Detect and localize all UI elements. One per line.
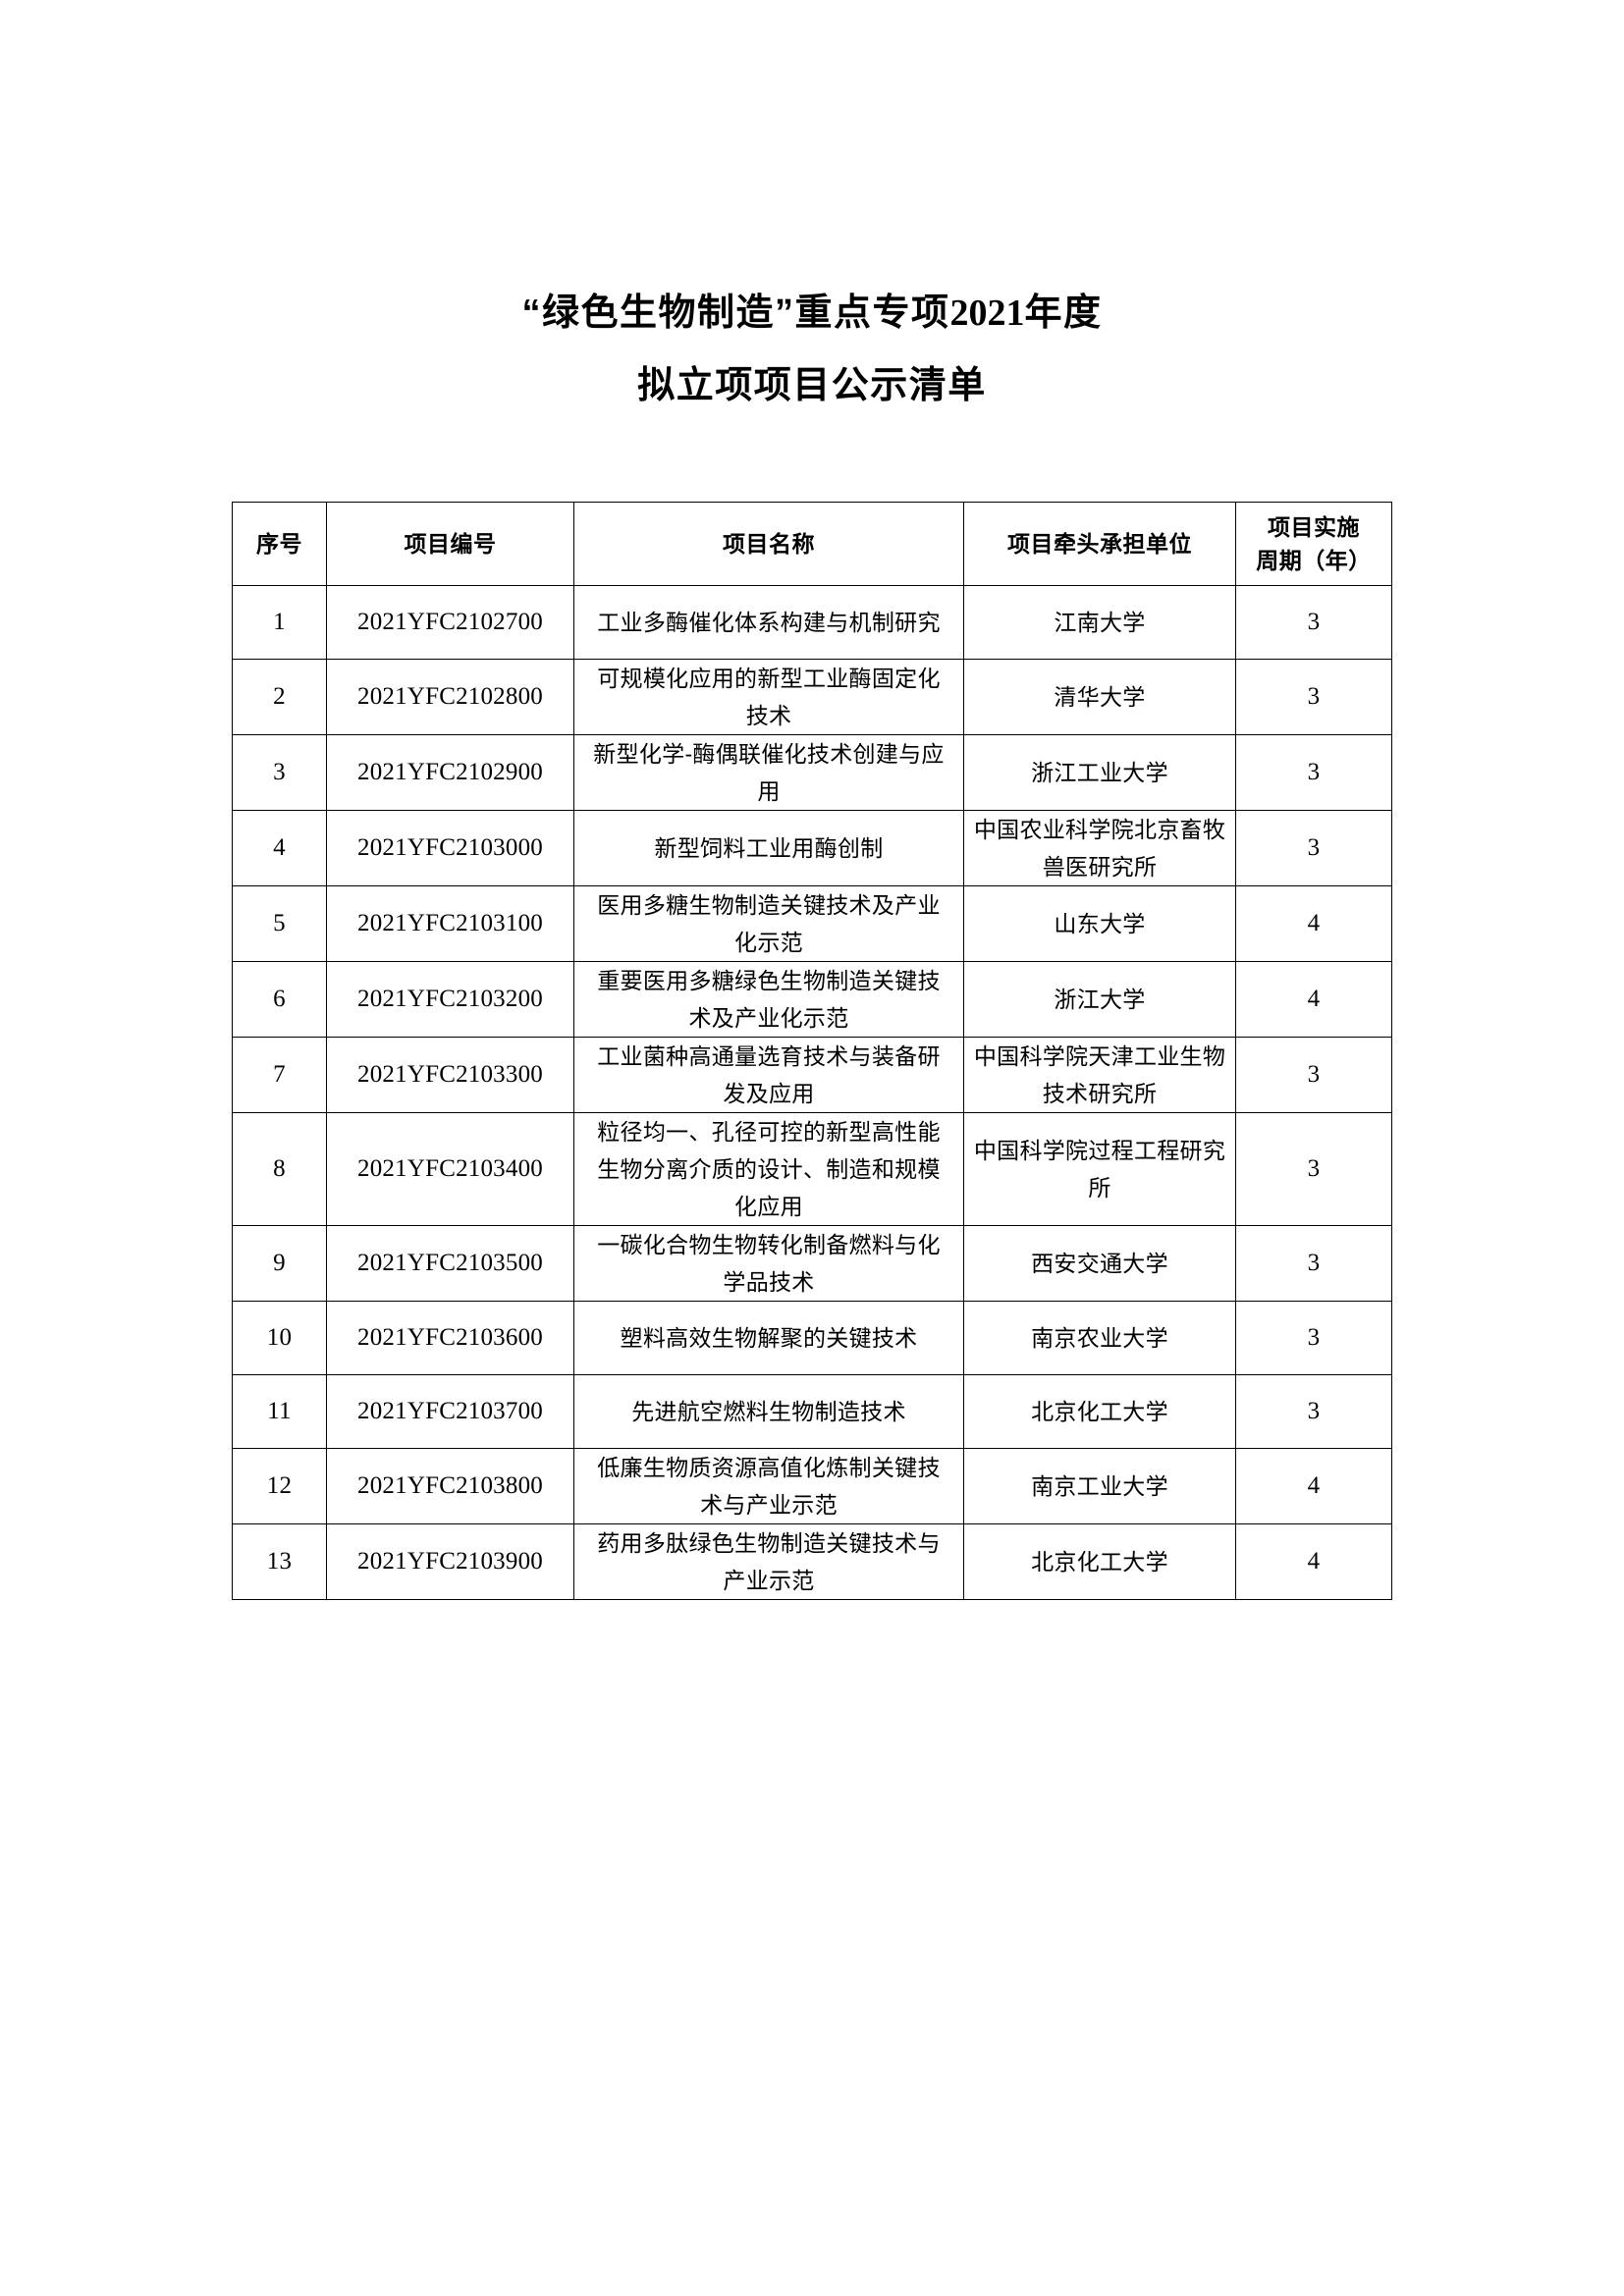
cell-duration: 4 [1235,1448,1392,1524]
column-header-org: 项目牵头承担单位 [963,502,1236,586]
cell-name: 新型化学-酶偶联催化技术创建与应用 [573,734,964,811]
cell-duration: 3 [1235,1225,1392,1302]
cell-duration: 4 [1235,1523,1392,1600]
cell-org: 浙江大学 [963,961,1236,1038]
cell-org: 南京农业大学 [963,1301,1236,1375]
cell-duration: 3 [1235,734,1392,811]
cell-org: 江南大学 [963,585,1236,660]
cell-name: 医用多糖生物制造关键技术及产业化示范 [573,885,964,962]
table-row: 11 2021YFC2103700 先进航空燃料生物制造技术 北京化工大学 3 [232,1374,1392,1449]
cell-code: 2021YFC2103500 [326,1225,574,1302]
title-line-1-year: 2021 [949,293,1025,334]
cell-seq: 10 [232,1301,327,1375]
table-row: 4 2021YFC2103000 新型饲料工业用酶创制 中国农业科学院北京畜牧兽医研究… [232,810,1392,886]
cell-name: 一碳化合物生物转化制备燃料与化学品技术 [573,1225,964,1302]
table-row: 3 2021YFC2102900 新型化学-酶偶联催化技术创建与应用 浙江工业大学 3 [232,734,1392,811]
cell-duration: 3 [1235,659,1392,735]
cell-org: 西安交通大学 [963,1225,1236,1302]
column-header-duration-line1: 项目实施 [1268,514,1360,540]
cell-code: 2021YFC2103700 [326,1374,574,1449]
cell-name: 低廉生物质资源高值化炼制关键技术与产业示范 [573,1448,964,1524]
table-row: 12 2021YFC2103800 低廉生物质资源高值化炼制关键技术与产业示范 南京工… [232,1448,1392,1524]
cell-seq: 11 [232,1374,327,1449]
cell-code: 2021YFC2103300 [326,1037,574,1113]
cell-seq: 12 [232,1448,327,1524]
cell-name: 工业菌种高通量选育技术与装备研发及应用 [573,1037,964,1113]
cell-name: 药用多肽绿色生物制造关键技术与产业示范 [573,1523,964,1600]
table-row: 6 2021YFC2103200 重要医用多糖绿色生物制造关键技术及产业化示范 浙江大… [232,961,1392,1038]
cell-seq: 2 [232,659,327,735]
table-row: 1 2021YFC2102700 工业多酶催化体系构建与机制研究 江南大学 3 [232,585,1392,660]
cell-org: 山东大学 [963,885,1236,962]
cell-duration: 3 [1235,1112,1392,1226]
cell-code: 2021YFC2103200 [326,961,574,1038]
table-row: 10 2021YFC2103600 塑料高效生物解聚的关键技术 南京农业大学 3 [232,1301,1392,1375]
title-line-1-suffix: 年度 [1024,293,1103,334]
table-row: 13 2021YFC2103900 药用多肽绿色生物制造关键技术与产业示范 北京化工大… [232,1523,1392,1600]
cell-seq: 13 [232,1523,327,1600]
cell-org: 中国科学院过程工程研究所 [963,1112,1236,1226]
column-header-duration-line2: 周期（年） [1256,548,1372,573]
cell-seq: 7 [232,1037,327,1113]
cell-org: 浙江工业大学 [963,734,1236,811]
cell-duration: 3 [1235,1374,1392,1449]
cell-name: 粒径均一、孔径可控的新型高性能生物分离介质的设计、制造和规模化应用 [573,1112,964,1226]
cell-seq: 4 [232,810,327,886]
table-row: 5 2021YFC2103100 医用多糖生物制造关键技术及产业化示范 山东大学 4 [232,885,1392,962]
table-row: 7 2021YFC2103300 工业菌种高通量选育技术与装备研发及应用 中国科学院天… [232,1037,1392,1113]
column-header-duration: 项目实施 周期（年） [1235,502,1392,586]
cell-name: 新型饲料工业用酶创制 [573,810,964,886]
cell-seq: 3 [232,734,327,811]
cell-seq: 6 [232,961,327,1038]
cell-code: 2021YFC2102800 [326,659,574,735]
cell-code: 2021YFC2102700 [326,585,574,660]
cell-seq: 8 [232,1112,327,1226]
cell-name: 工业多酶催化体系构建与机制研究 [573,585,964,660]
cell-org: 清华大学 [963,659,1236,735]
table-row: 8 2021YFC2103400 粒径均一、孔径可控的新型高性能生物分离介质的设计、… [232,1112,1392,1226]
table-row: 2 2021YFC2102800 可规模化应用的新型工业酶固定化技术 清华大学 3 [232,659,1392,735]
cell-org: 北京化工大学 [963,1523,1236,1600]
document-title: “绿色生物制造”重点专项2021年度 拟立项项目公示清单 [0,277,1624,422]
cell-name: 先进航空燃料生物制造技术 [573,1374,964,1449]
title-line-1: “绿色生物制造”重点专项2021年度 [0,277,1624,349]
project-list-table: 序号 项目编号 项目名称 项目牵头承担单位 项目实施 周期（年） 1 2021YF… [232,502,1392,1600]
cell-duration: 4 [1235,885,1392,962]
table-header: 序号 项目编号 项目名称 项目牵头承担单位 项目实施 周期（年） [232,502,1392,586]
cell-code: 2021YFC2102900 [326,734,574,811]
cell-code: 2021YFC2103800 [326,1448,574,1524]
column-header-code: 项目编号 [326,502,574,586]
cell-name: 塑料高效生物解聚的关键技术 [573,1301,964,1375]
cell-org: 北京化工大学 [963,1374,1236,1449]
cell-seq: 1 [232,585,327,660]
cell-duration: 4 [1235,961,1392,1038]
cell-duration: 3 [1235,1301,1392,1375]
table-body: 1 2021YFC2102700 工业多酶催化体系构建与机制研究 江南大学 3 2 2021… [232,585,1392,1600]
cell-duration: 3 [1235,585,1392,660]
table-header-row: 序号 项目编号 项目名称 项目牵头承担单位 项目实施 周期（年） [232,502,1392,586]
cell-seq: 9 [232,1225,327,1302]
cell-code: 2021YFC2103900 [326,1523,574,1600]
cell-org: 中国科学院天津工业生物技术研究所 [963,1037,1236,1113]
cell-code: 2021YFC2103400 [326,1112,574,1226]
column-header-name: 项目名称 [573,502,964,586]
cell-duration: 3 [1235,810,1392,886]
title-line-2: 拟立项项目公示清单 [637,365,987,406]
cell-org: 中国农业科学院北京畜牧兽医研究所 [963,810,1236,886]
cell-name: 可规模化应用的新型工业酶固定化技术 [573,659,964,735]
cell-code: 2021YFC2103000 [326,810,574,886]
column-header-seq: 序号 [232,502,327,586]
project-list-table-wrapper: 序号 项目编号 项目名称 项目牵头承担单位 项目实施 周期（年） 1 2021YF… [232,502,1392,1600]
cell-seq: 5 [232,885,327,962]
cell-code: 2021YFC2103100 [326,885,574,962]
cell-duration: 3 [1235,1037,1392,1113]
cell-code: 2021YFC2103600 [326,1301,574,1375]
cell-org: 南京工业大学 [963,1448,1236,1524]
table-row: 9 2021YFC2103500 一碳化合物生物转化制备燃料与化学品技术 西安交通大学… [232,1225,1392,1302]
cell-name: 重要医用多糖绿色生物制造关键技术及产业化示范 [573,961,964,1038]
title-line-1-prefix: “绿色生物制造”重点专项 [521,293,950,334]
